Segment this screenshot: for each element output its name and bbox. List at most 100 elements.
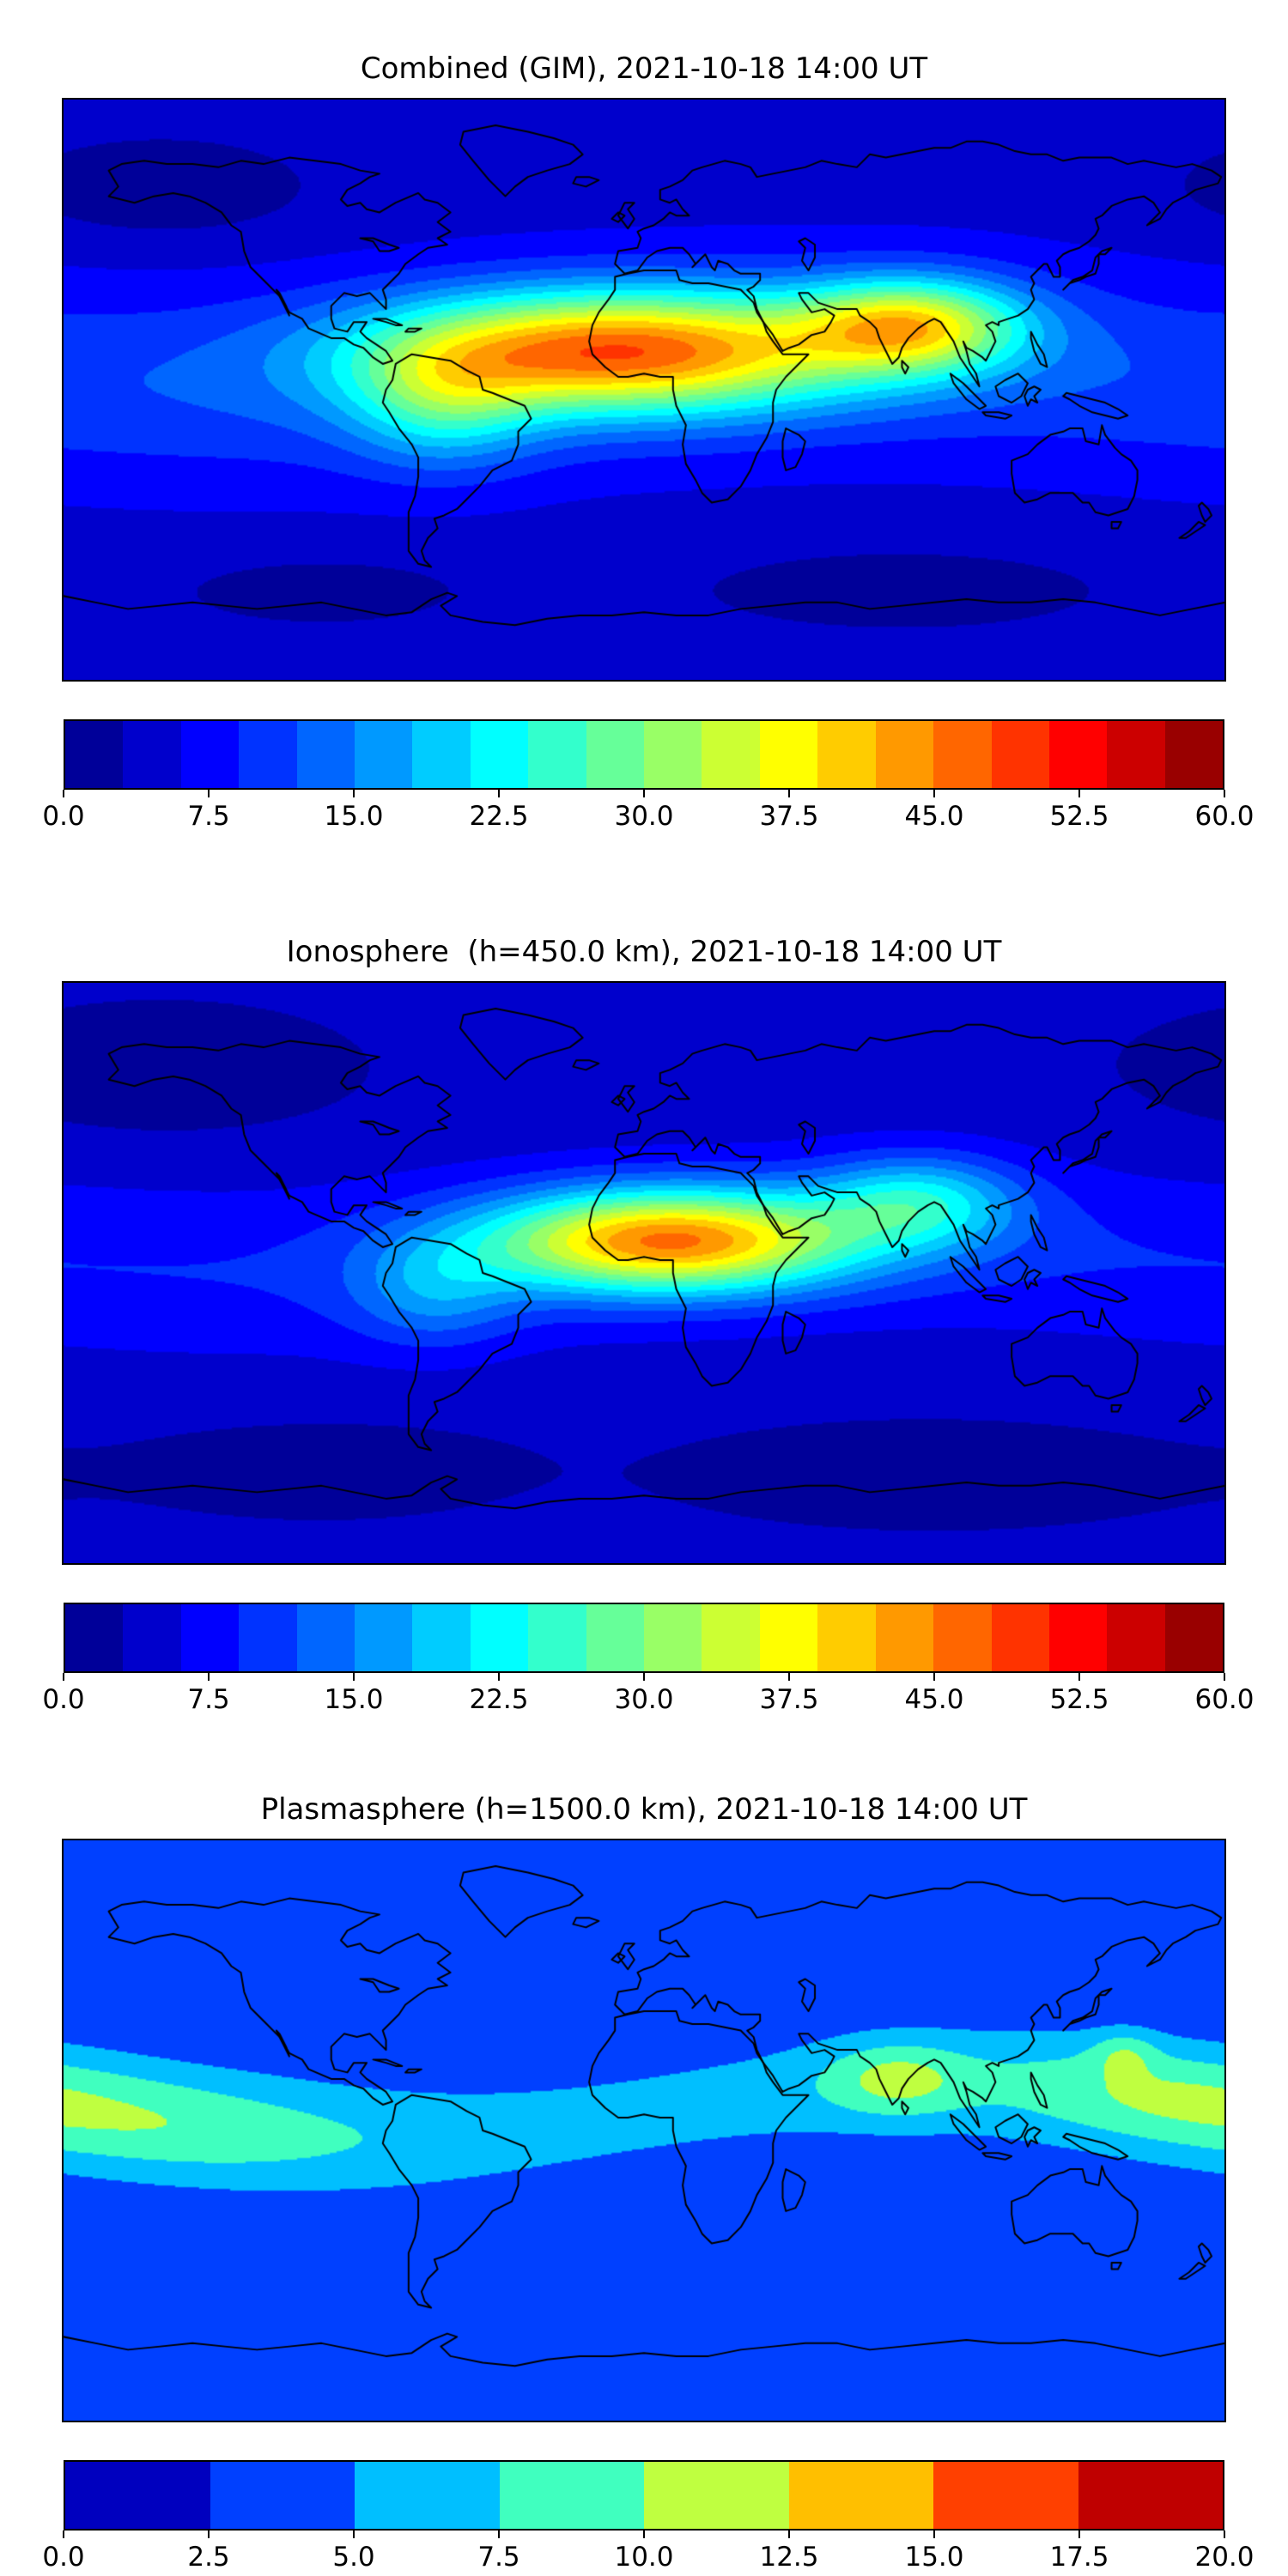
- coastline-canvas: [64, 100, 1224, 680]
- colorbar-segment: [933, 1604, 992, 1671]
- colorbar-block: 0.0 7.5 15.0 22.5 30.0 37.5 45.0 52.5 60.0: [42, 1603, 1255, 1718]
- colorbar-segment: [296, 1604, 355, 1671]
- colorbar-tick: [353, 2531, 355, 2538]
- colorbar-tick-label: 20.0: [1194, 2542, 1255, 2573]
- panel-ionosphere: Ionosphere (h=450.0 km), 2021-10-18 14:0…: [0, 883, 1288, 1767]
- colorbar-segment: [1078, 2462, 1223, 2529]
- colorbar-segment: [759, 1604, 818, 1671]
- colorbar-segment: [355, 721, 413, 788]
- colorbar-segment: [528, 721, 586, 788]
- colorbar-segment: [528, 1604, 586, 1671]
- colorbar-tickmarks: [63, 2531, 1225, 2539]
- colorbar-segment: [644, 1604, 702, 1671]
- colorbar-tick-label: 60.0: [1194, 801, 1255, 832]
- colorbar-tick: [1078, 2531, 1080, 2538]
- colorbar-segment: [875, 1604, 934, 1671]
- colorbar-segment: [210, 2462, 355, 2529]
- colorbar-tick: [498, 2531, 500, 2538]
- colorbar-segment: [123, 1604, 181, 1671]
- colorbar: [64, 1603, 1224, 1673]
- colorbar-tick-label: 30.0: [614, 1684, 674, 1715]
- colorbar-tick-label: 0.0: [42, 2542, 85, 2573]
- colorbar-segment: [1164, 721, 1224, 788]
- colorbar-tick-label: 15.0: [324, 1684, 384, 1715]
- panel-title: Ionosphere (h=450.0 km), 2021-10-18 14:0…: [286, 935, 1002, 969]
- colorbar-segment: [933, 721, 992, 788]
- colorbar-segment: [1164, 1604, 1224, 1671]
- panel-plasmasphere: Plasmasphere (h=1500.0 km), 2021-10-18 1…: [0, 1767, 1288, 2575]
- colorbar-tick: [1078, 790, 1080, 797]
- colorbar-segment: [65, 1604, 124, 1671]
- colorbar-segment: [702, 721, 760, 788]
- colorbar-tick-labels: 0.0 2.5 5.0 7.5 10.0 12.5 15.0 17.5 20.0: [42, 2542, 1254, 2576]
- colorbar-segment: [1048, 721, 1108, 788]
- colorbar-tick: [1224, 1673, 1225, 1681]
- colorbar-tickmarks: [63, 790, 1225, 798]
- colorbar-tick: [643, 2531, 645, 2538]
- colorbar-segment: [586, 1604, 645, 1671]
- colorbar-tick-label: 10.0: [614, 2542, 674, 2573]
- colorbar-tick-labels: 0.0 7.5 15.0 22.5 30.0 37.5 45.0 52.5 60.0: [42, 801, 1254, 835]
- colorbar-tick: [63, 1673, 64, 1681]
- colorbar-tick-label: 7.5: [477, 2542, 520, 2573]
- colorbar-tick-label: 7.5: [187, 801, 230, 832]
- colorbar-tick-label: 37.5: [759, 801, 819, 832]
- colorbar-segment: [702, 1604, 760, 1671]
- colorbar-tick: [643, 790, 645, 797]
- colorbar-tick: [353, 1673, 355, 1681]
- colorbar-segment: [470, 721, 529, 788]
- world-map-plasmasphere: [62, 1839, 1226, 2422]
- colorbar-segment: [991, 721, 1049, 788]
- colorbar-tick-label: 30.0: [614, 801, 674, 832]
- coastline-canvas: [64, 1840, 1224, 2421]
- colorbar-block: 0.0 2.5 5.0 7.5 10.0 12.5 15.0 17.5 20.0: [42, 2460, 1255, 2576]
- colorbar-segment: [180, 721, 240, 788]
- colorbar-segment: [817, 721, 876, 788]
- colorbar-tick: [208, 790, 210, 797]
- colorbar-tick: [498, 790, 500, 797]
- colorbar-tick: [933, 1673, 935, 1681]
- colorbar-segment: [817, 1604, 876, 1671]
- colorbar-tick-label: 12.5: [759, 2542, 819, 2573]
- colorbar-segment: [355, 1604, 413, 1671]
- colorbar-block: 0.0 7.5 15.0 22.5 30.0 37.5 45.0 52.5 60.0: [42, 719, 1255, 835]
- colorbar-tick: [788, 1673, 790, 1681]
- colorbar-segment: [65, 2462, 210, 2529]
- colorbar-tick: [208, 2531, 210, 2538]
- world-map-ionosphere: [62, 981, 1226, 1565]
- colorbar-segment: [644, 721, 702, 788]
- colorbar-segment: [644, 2462, 789, 2529]
- colorbar-tick-label: 2.5: [187, 2542, 230, 2573]
- colorbar-tick: [1224, 790, 1225, 797]
- colorbar-segment: [759, 721, 818, 788]
- colorbar-tick: [643, 1673, 645, 1681]
- colorbar-tick-label: 52.5: [1049, 801, 1109, 832]
- world-map-combined: [62, 98, 1226, 682]
- colorbar-segment: [296, 721, 355, 788]
- colorbar-tick-label: 22.5: [469, 801, 529, 832]
- colorbar-segment: [239, 721, 297, 788]
- panel-combined-gim: Combined (GIM), 2021-10-18 14:00 UT 0.0 7…: [0, 0, 1288, 883]
- colorbar-tick-label: 5.0: [332, 2542, 375, 2573]
- colorbar-segment: [412, 1604, 471, 1671]
- colorbar-tick: [63, 790, 64, 797]
- colorbar-segment: [1107, 721, 1165, 788]
- colorbar-segment: [1048, 1604, 1108, 1671]
- colorbar-tick: [63, 2531, 64, 2538]
- colorbar: [64, 2460, 1224, 2531]
- colorbar-tick: [498, 1673, 500, 1681]
- panel-title: Plasmasphere (h=1500.0 km), 2021-10-18 1…: [260, 1792, 1028, 1827]
- colorbar-tickmarks: [63, 1673, 1225, 1682]
- colorbar-tick: [933, 790, 935, 797]
- colorbar-tick: [1224, 2531, 1225, 2538]
- colorbar-segment: [933, 2462, 1078, 2529]
- colorbar-tick: [353, 790, 355, 797]
- colorbar-tick-label: 7.5: [187, 1684, 230, 1715]
- panel-title: Combined (GIM), 2021-10-18 14:00 UT: [360, 52, 928, 86]
- colorbar-tick-label: 15.0: [904, 2542, 964, 2573]
- colorbar-tick: [788, 790, 790, 797]
- colorbar-tick-label: 45.0: [904, 1684, 964, 1715]
- colorbar-tick: [788, 2531, 790, 2538]
- colorbar-tick: [1078, 1673, 1080, 1681]
- colorbar-segment: [470, 1604, 529, 1671]
